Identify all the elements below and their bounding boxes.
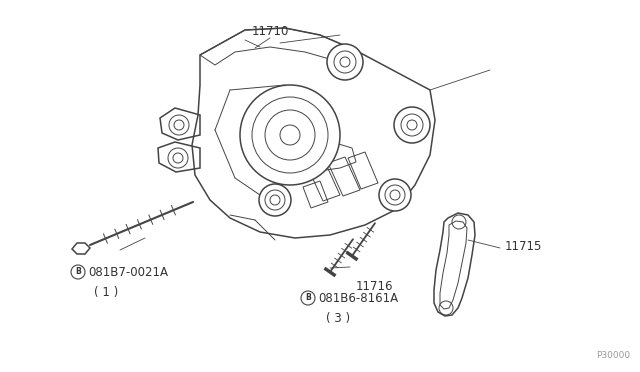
Text: 081B7-0021A: 081B7-0021A (88, 266, 168, 279)
Circle shape (259, 184, 291, 216)
Circle shape (240, 85, 340, 185)
Circle shape (327, 44, 363, 80)
Text: 081B6-8161A: 081B6-8161A (318, 292, 398, 305)
Text: ( 3 ): ( 3 ) (326, 312, 350, 325)
Text: B: B (305, 294, 311, 302)
Text: 11710: 11710 (252, 25, 289, 38)
Circle shape (379, 179, 411, 211)
Polygon shape (72, 243, 90, 254)
Text: 11716: 11716 (356, 280, 394, 293)
Text: B: B (75, 267, 81, 276)
Circle shape (394, 107, 430, 143)
Text: 11715: 11715 (505, 240, 542, 253)
Text: P30000: P30000 (596, 351, 630, 360)
Text: ( 1 ): ( 1 ) (94, 286, 118, 299)
